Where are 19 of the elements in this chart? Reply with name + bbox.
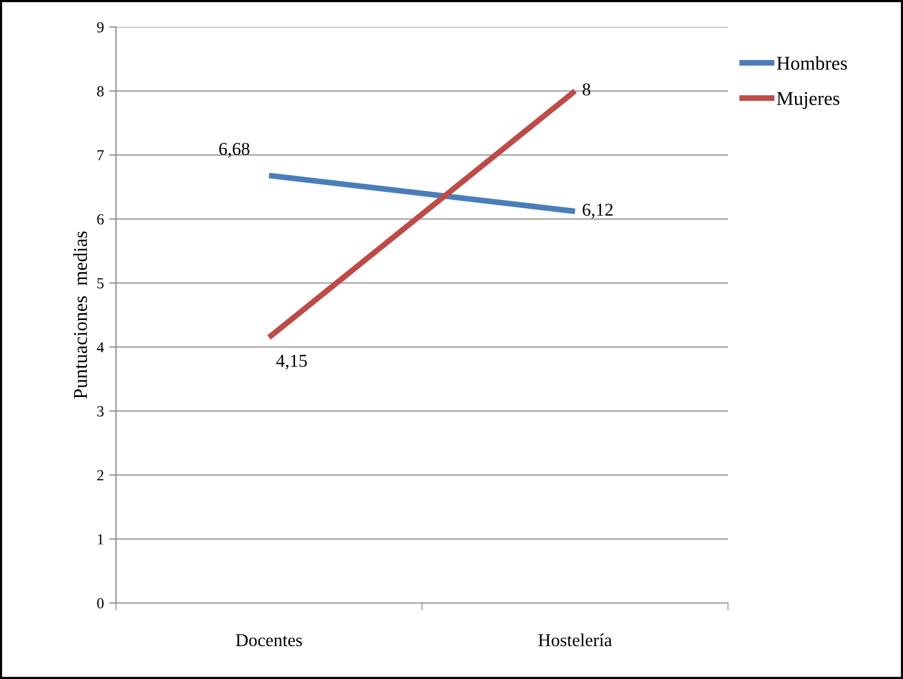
legend-label: Mujeres [776, 92, 840, 110]
x-tick-label: Docentes [236, 634, 302, 646]
data-label: 4,15 [276, 354, 307, 370]
legend-label: Hombres [776, 56, 847, 70]
y-tick-label: 5 [97, 278, 104, 288]
y-axis-title: Puntuaciones medias [73, 231, 88, 399]
x-tick-label: Hostelería [538, 634, 612, 646]
y-tick-label: 9 [97, 22, 104, 32]
y-tick-label: 3 [97, 406, 104, 416]
y-tick-label: 1 [98, 534, 104, 544]
y-tick-label: 4 [96, 342, 104, 352]
y-tick-label: 6 [97, 214, 104, 224]
data-label: 6,12 [582, 204, 613, 218]
y-tick-label: 8 [97, 86, 104, 96]
data-label: 6,68 [219, 142, 250, 158]
y-tick-label: 7 [98, 150, 104, 160]
y-tick-label: 0 [97, 598, 104, 608]
data-label: 8 [582, 83, 590, 96]
y-tick-label: 2 [97, 470, 104, 480]
